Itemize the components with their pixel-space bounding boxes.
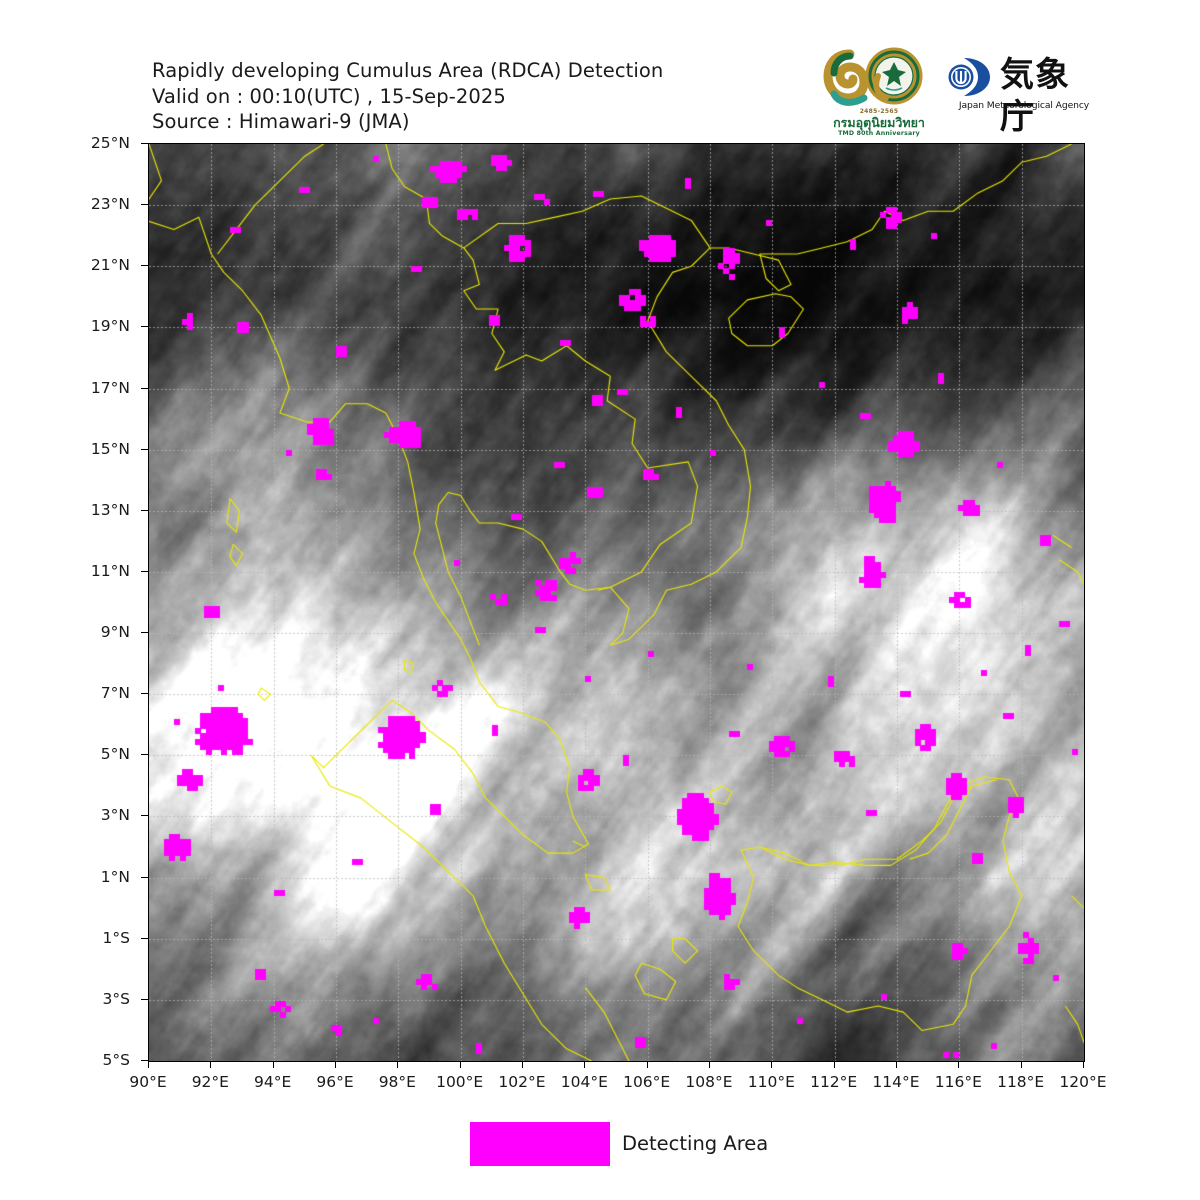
y-axis-tick-label: 3°S [102, 989, 130, 1008]
legend-swatch-detecting-area [470, 1122, 610, 1166]
x-axis-tick [273, 1061, 274, 1068]
x-axis-tick [397, 1061, 398, 1068]
x-axis-tick [709, 1061, 710, 1068]
x-axis-tick [896, 1061, 897, 1068]
x-axis-tick [834, 1061, 835, 1068]
y-axis-tick-label: 17°N [90, 378, 130, 397]
x-axis-tick-label: 94°E [254, 1073, 292, 1091]
y-axis-tick-label: 13°N [90, 500, 130, 519]
y-axis-tick-label: 7°N [100, 684, 130, 703]
tmd-logo: 2485-2565 กรมอุตุนิยมวิทยา TMD 80th Anni… [820, 46, 938, 142]
y-axis-tick [141, 632, 148, 633]
x-axis-tick-label: 114°E [872, 1073, 920, 1091]
x-axis-tick-label: 120°E [1059, 1073, 1107, 1091]
x-axis-tick [522, 1061, 523, 1068]
y-axis-tick [141, 571, 148, 572]
x-axis-tick [1083, 1061, 1084, 1068]
x-axis-tick-label: 92°E [191, 1073, 229, 1091]
coastline-grid-detection-overlay [149, 144, 1084, 1061]
y-axis-tick-label: 15°N [90, 439, 130, 458]
x-axis-tick-label: 104°E [560, 1073, 608, 1091]
x-axis-tick-label: 98°E [378, 1073, 416, 1091]
x-axis-tick [460, 1061, 461, 1068]
satellite-map-plot [148, 143, 1085, 1062]
x-axis-tick-label: 96°E [316, 1073, 354, 1091]
tmd-logo-years: 2485-2565 [859, 108, 899, 115]
valid-time-text: Valid on : 00:10(UTC) , 15-Sep-2025 [152, 84, 506, 108]
y-axis-tick [141, 815, 148, 816]
y-axis-tick [141, 326, 148, 327]
y-axis-tick-label: 1°S [102, 928, 130, 947]
y-axis-tick-label: 23°N [90, 195, 130, 214]
x-axis-tick-label: 112°E [810, 1073, 858, 1091]
tmd-80-anniversary-mark [823, 47, 923, 106]
x-axis-tick-label: 102°E [498, 1073, 546, 1091]
tmd-logo-thai-name: กรมอุตุนิยมวิทยา [833, 115, 925, 130]
x-axis-tick [771, 1061, 772, 1068]
x-axis-tick-label: 100°E [436, 1073, 484, 1091]
legend: Detecting Area [470, 1122, 930, 1170]
x-axis-tick [958, 1061, 959, 1068]
jma-logo-subtitle: Japan Meteorological Agency [958, 100, 1090, 111]
chart-header: Rapidly developing Cumulus Area (RDCA) D… [152, 58, 772, 135]
x-axis-tick [584, 1061, 585, 1068]
x-axis-tick-label: 106°E [623, 1073, 671, 1091]
x-axis-tick-label: 118°E [997, 1073, 1045, 1091]
jma-emblem-icon [948, 58, 990, 96]
jma-logo-kanji: 気象庁 [1000, 55, 1070, 137]
x-axis-tick [210, 1061, 211, 1068]
y-axis-tick-label: 19°N [90, 317, 130, 336]
source-text: Source : Himawari-9 (JMA) [152, 110, 410, 133]
y-axis-tick [141, 877, 148, 878]
x-axis-tick-label: 116°E [934, 1073, 982, 1091]
logo-area: 2485-2565 กรมอุตุนิยมวิทยา TMD 80th Anni… [812, 46, 1097, 142]
y-axis-tick [141, 999, 148, 1000]
y-axis-tick-label: 1°N [100, 867, 130, 886]
y-axis-tick-label: 25°N [90, 134, 130, 152]
tmd-logo-anniversary: TMD 80th Anniversary [838, 130, 920, 137]
y-axis-tick [141, 449, 148, 450]
x-axis-tick-label: 90°E [129, 1073, 167, 1091]
x-axis-tick [647, 1061, 648, 1068]
y-axis-tick [141, 388, 148, 389]
page-title: Rapidly developing Cumulus Area (RDCA) D… [152, 59, 664, 82]
x-axis-tick [1021, 1061, 1022, 1068]
y-axis-tick [141, 938, 148, 939]
y-axis-tick [141, 754, 148, 755]
x-axis-tick-label: 110°E [747, 1073, 795, 1091]
y-axis-tick [141, 693, 148, 694]
jma-logo: 気象庁 Japan Meteorological Agency [948, 54, 1098, 137]
legend-label-detecting-area: Detecting Area [622, 1132, 769, 1155]
plot-frame [148, 143, 1085, 1062]
y-axis-tick [141, 1060, 148, 1061]
y-axis-tick [141, 510, 148, 511]
y-axis-tick [141, 204, 148, 205]
y-axis-tick [141, 143, 148, 144]
y-axis-tick [141, 265, 148, 266]
y-axis-tick-label: 5°N [100, 745, 130, 764]
y-axis-tick-label: 9°N [100, 623, 130, 642]
x-axis-tick [335, 1061, 336, 1068]
x-axis-tick [148, 1061, 149, 1068]
y-axis-tick-label: 5°S [102, 1051, 130, 1069]
y-axis-tick-label: 11°N [90, 561, 130, 580]
y-axis-tick-label: 3°N [100, 806, 130, 825]
y-axis-tick-label: 21°N [90, 256, 130, 275]
x-axis-tick-label: 108°E [685, 1073, 733, 1091]
